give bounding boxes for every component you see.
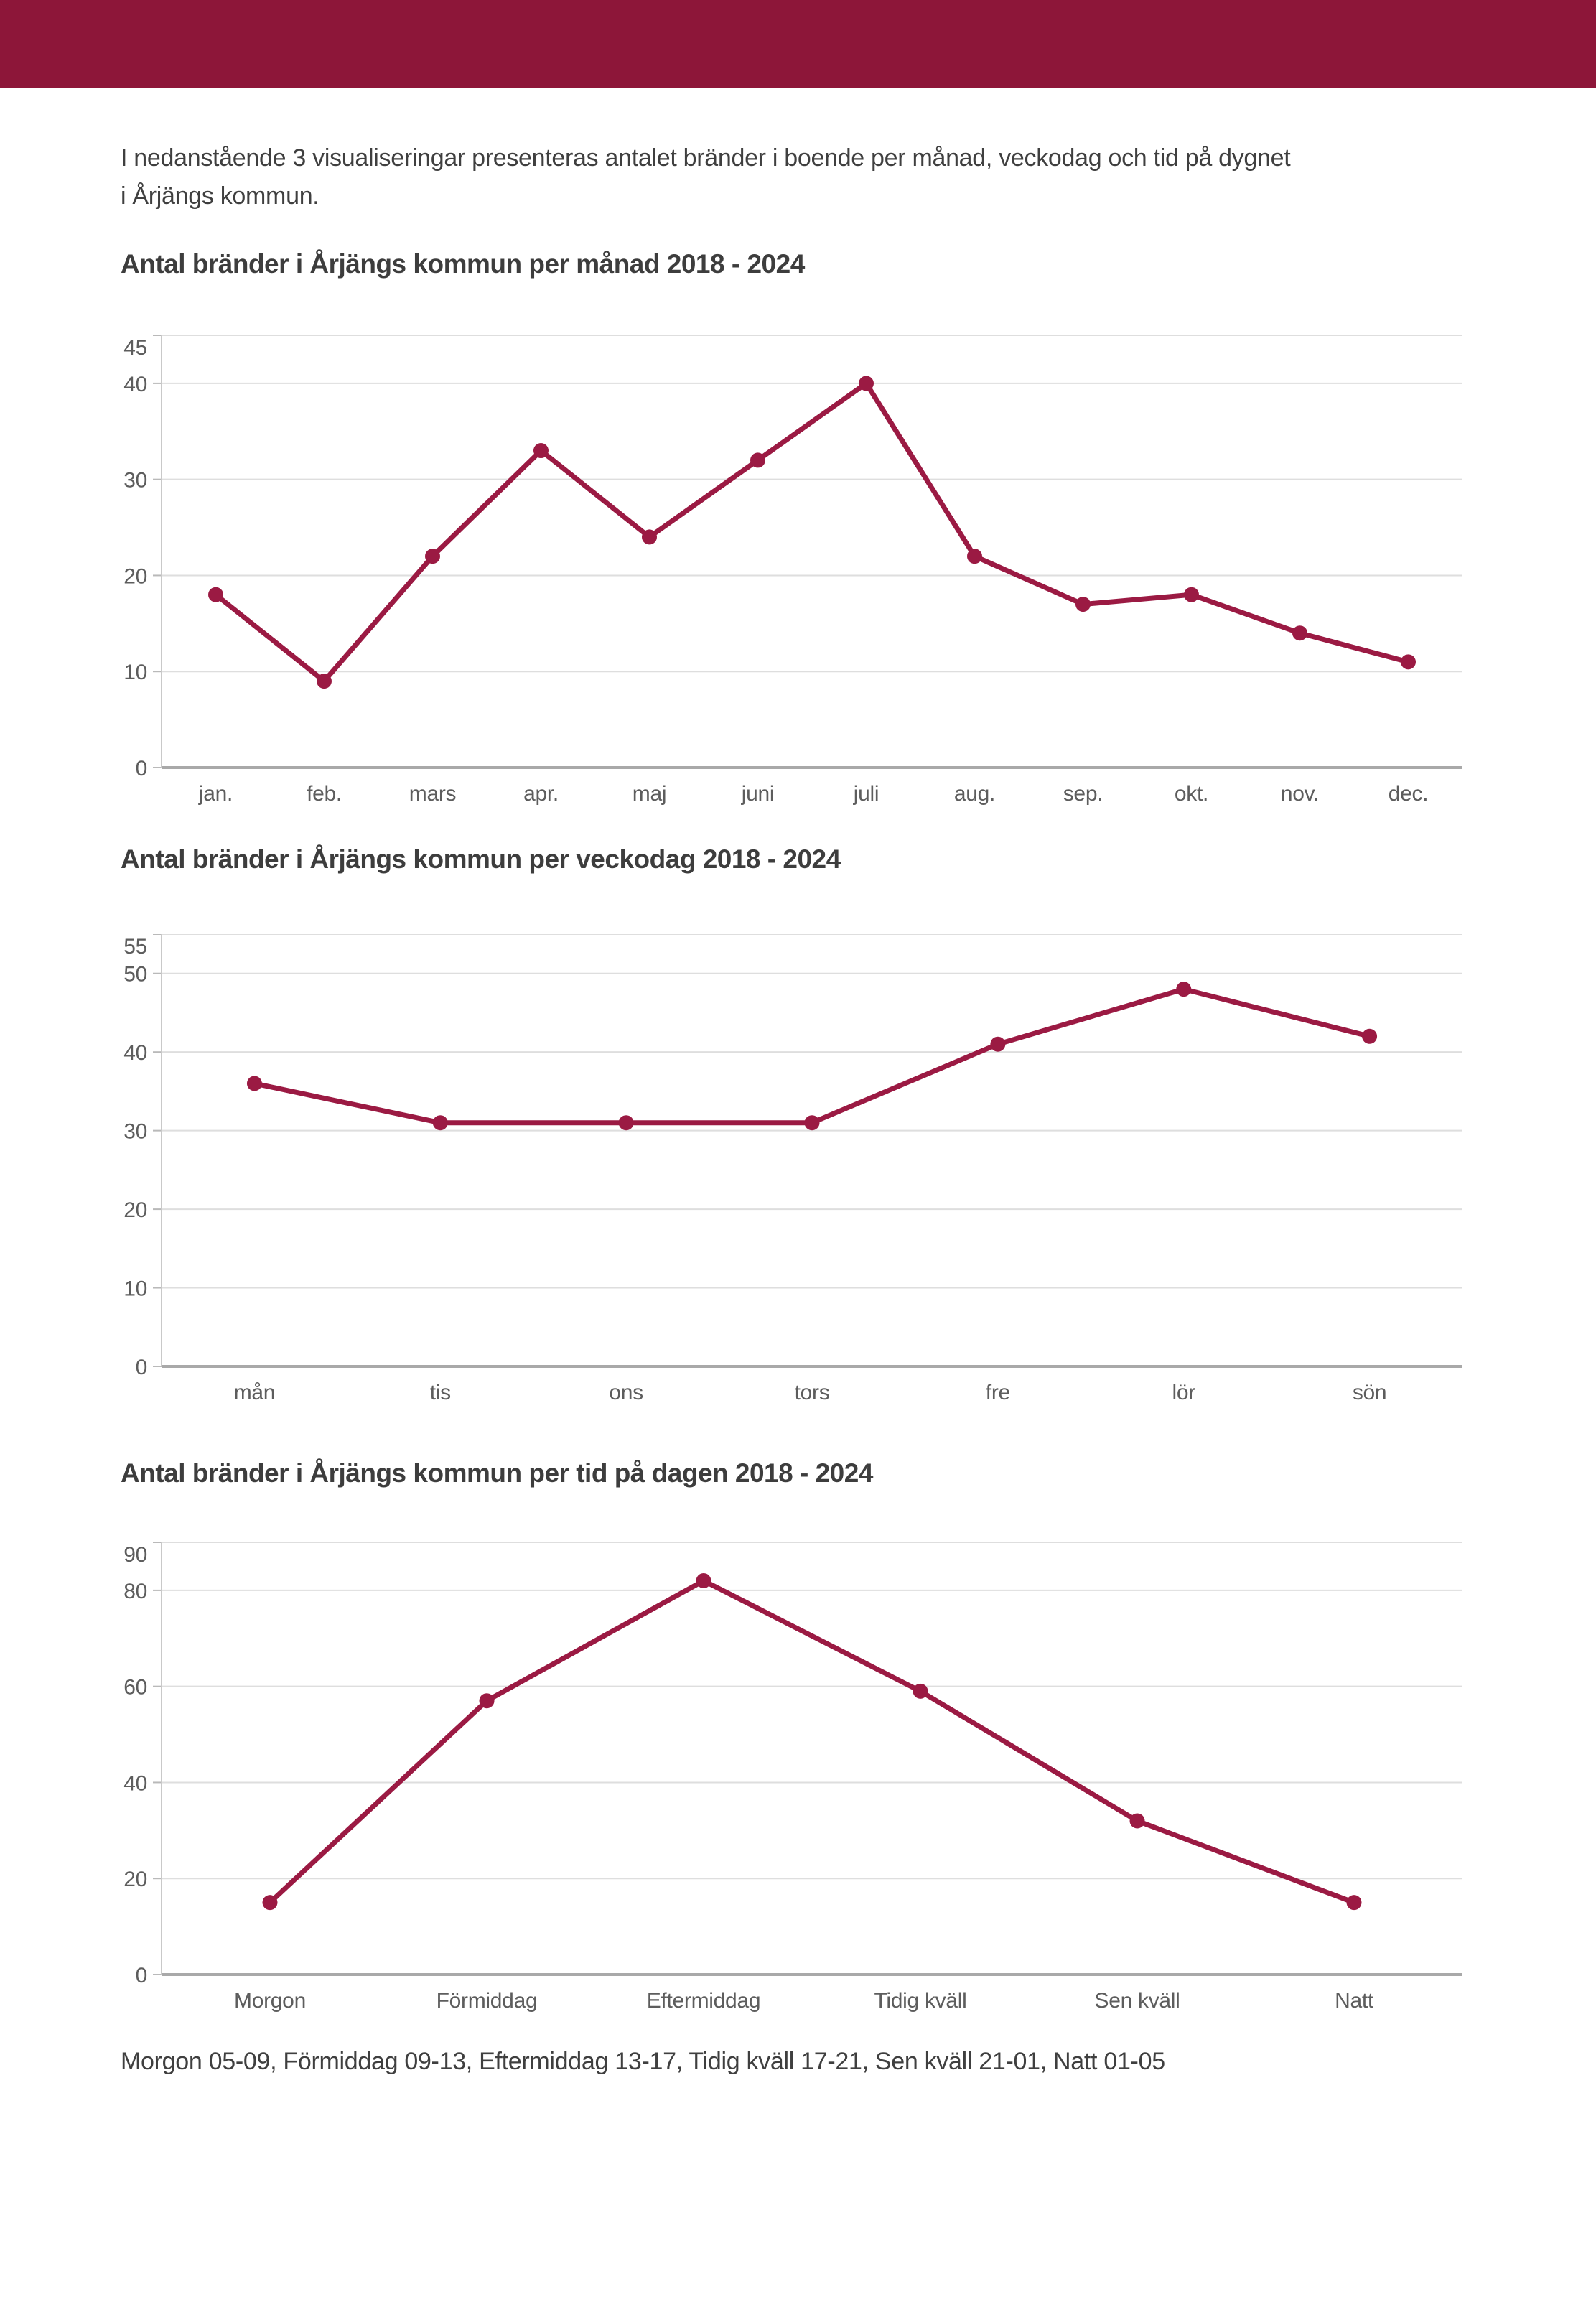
x-category-label: Sen kväll (1094, 1989, 1180, 2013)
y-tick-label: 30 (123, 1120, 147, 1144)
intro-line-2: i Årjängs kommun. (121, 182, 319, 210)
trend-line (251, 987, 1373, 1126)
data-point (1292, 625, 1307, 641)
chart-canvas: 45 40 30 20 10 0 jan. feb. mars apr. maj juni juli au… (123, 335, 1462, 806)
chart-title-per-weekday: Antal bränder i Årjängs kommun per vecko… (121, 844, 841, 874)
y-tick-label: 40 (123, 1041, 147, 1065)
x-category-label: juni (741, 782, 775, 806)
y-tick-label: 10 (123, 661, 147, 684)
data-point (1184, 587, 1199, 602)
y-tick-label: 80 (123, 1580, 147, 1603)
x-category-label: Natt (1335, 1989, 1374, 2013)
y-tick-label: 40 (123, 373, 147, 396)
intro-line-1: I nedanstående 3 visualiseringar present… (121, 144, 1291, 172)
data-point (696, 1573, 711, 1589)
x-category-label: jan. (198, 782, 233, 806)
y-tick-label: 50 (123, 963, 147, 987)
trend-line (213, 381, 1411, 684)
y-tick-label: 0 (136, 1356, 147, 1379)
chart-canvas: 55 50 40 30 20 10 0 mån tis ons tors fre lör sön (123, 933, 1462, 1404)
line-chart-per-weekday: 55 50 40 30 20 10 0 mån tis ons tors fre lör sön (108, 933, 1596, 1425)
chart-title-per-time-of-day: Antal bränder i Årjängs kommun per tid p… (121, 1458, 873, 1488)
x-category-label: apr. (523, 782, 559, 806)
y-tick-label: 20 (123, 1868, 147, 1891)
y-tick-label: 45 (123, 336, 147, 360)
y-tick-label: 55 (123, 935, 147, 959)
x-category-label: sön (1353, 1381, 1386, 1404)
data-point (1362, 1028, 1378, 1044)
data-point (1346, 1895, 1362, 1911)
y-tick-label: 10 (123, 1277, 147, 1301)
line-chart-per-time-of-day: 90 80 60 40 20 0 Morgon Förmiddag Eftermiddag Tid… (108, 1542, 1596, 2033)
chart-canvas: 90 80 60 40 20 0 Morgon Förmiddag Eftermiddag Tid… (123, 1542, 1462, 2013)
line-chart-per-month: 45 40 30 20 10 0 jan. feb. mars apr. maj juni juli au… (108, 335, 1596, 826)
x-category-label: maj (633, 782, 666, 806)
data-point (246, 1076, 262, 1091)
data-point (804, 1115, 820, 1131)
time-of-day-legend: Morgon 05-09, Förmiddag 09-13, Eftermidd… (121, 2048, 1165, 2075)
data-point (618, 1115, 634, 1131)
y-tick-label: 20 (123, 564, 147, 588)
x-category-label: tors (795, 1381, 830, 1404)
x-category-label: aug. (954, 782, 995, 806)
chart-title-per-month: Antal bränder i Årjängs kommun per månad… (121, 249, 805, 279)
data-point (990, 1036, 1006, 1052)
data-point (750, 452, 765, 468)
report-body: I nedanstående 3 visualiseringar present… (0, 139, 1596, 2078)
chart-section-per-weekday: Antal bränder i Årjängs kommun per vecko… (0, 844, 1596, 1425)
x-category-label: juli (853, 782, 879, 806)
x-category-label: fre (986, 1381, 1010, 1404)
y-tick-label: 40 (123, 1771, 147, 1795)
data-point (859, 376, 874, 391)
chart-section-per-month: Antal bränder i Årjängs kommun per månad… (0, 248, 1596, 826)
header-bar (0, 0, 1596, 88)
data-point (533, 443, 549, 459)
data-point (208, 587, 223, 602)
data-point (1075, 597, 1091, 612)
y-tick-label: 0 (136, 757, 147, 780)
data-point (1176, 982, 1192, 997)
data-point (317, 674, 332, 689)
x-category-label: nov. (1281, 782, 1319, 806)
intro-text: I nedanstående 3 visualiseringar present… (121, 139, 1467, 215)
data-point (1129, 1813, 1145, 1829)
x-category-label: dec. (1389, 782, 1429, 806)
x-category-label: sep. (1063, 782, 1103, 806)
data-point (262, 1895, 278, 1911)
data-point (913, 1683, 928, 1699)
x-category-label: Morgon (234, 1989, 306, 2013)
x-category-label: Tidig kväll (874, 1989, 967, 2013)
x-category-label: feb. (307, 782, 342, 806)
x-category-label: ons (609, 1381, 643, 1404)
x-category-label: tis (430, 1381, 451, 1404)
x-category-label: Förmiddag (437, 1989, 538, 2013)
y-tick-label: 0 (136, 1964, 147, 1987)
x-category-label: mån (234, 1381, 275, 1404)
data-point (425, 549, 440, 564)
y-tick-label: 60 (123, 1676, 147, 1700)
data-point (642, 529, 657, 545)
x-category-label: okt. (1175, 782, 1208, 806)
x-category-label: mars (409, 782, 456, 806)
chart-section-per-time-of-day: Antal bränder i Årjängs kommun per tid p… (0, 1458, 1596, 2033)
y-tick-label: 30 (123, 469, 147, 493)
data-point (1401, 654, 1416, 670)
y-tick-label: 20 (123, 1198, 147, 1222)
trend-line (267, 1578, 1357, 1906)
data-point (479, 1693, 495, 1709)
x-category-label: lör (1172, 1381, 1195, 1404)
x-category-label: Eftermiddag (647, 1989, 760, 2013)
data-point (967, 549, 982, 564)
data-point (432, 1115, 448, 1131)
y-tick-label: 90 (123, 1543, 147, 1567)
